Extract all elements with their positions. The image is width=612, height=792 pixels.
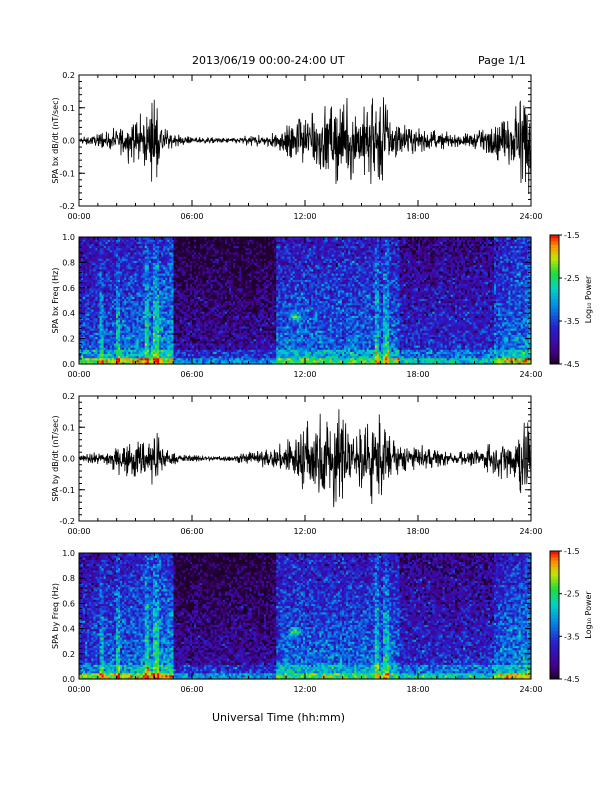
x-tick-label: 24:00 — [519, 212, 542, 221]
x-tick-label: 18:00 — [406, 212, 429, 221]
y-axis-label: SPA bx dB/dt (nT/sec) — [51, 97, 60, 183]
y-tick-label: 0.1 — [62, 104, 75, 113]
y-tick-label: -0.2 — [59, 202, 75, 211]
x-tick-label: 00:00 — [67, 212, 90, 221]
x-tick-label: 12:00 — [293, 212, 316, 221]
x-tick-label: 06:00 — [180, 212, 203, 221]
y-tick-label: -0.1 — [59, 169, 75, 178]
y-tick-label: 0.0 — [62, 137, 75, 146]
figure: 00:00 06:00 12:00 18:00 24:00 0.2 0.1 0.0 -0.1 -0… — [0, 0, 612, 792]
series-1-trace — [79, 97, 531, 194]
y-tick-label: 0.2 — [62, 71, 75, 80]
spectrogram-2 — [79, 237, 532, 365]
